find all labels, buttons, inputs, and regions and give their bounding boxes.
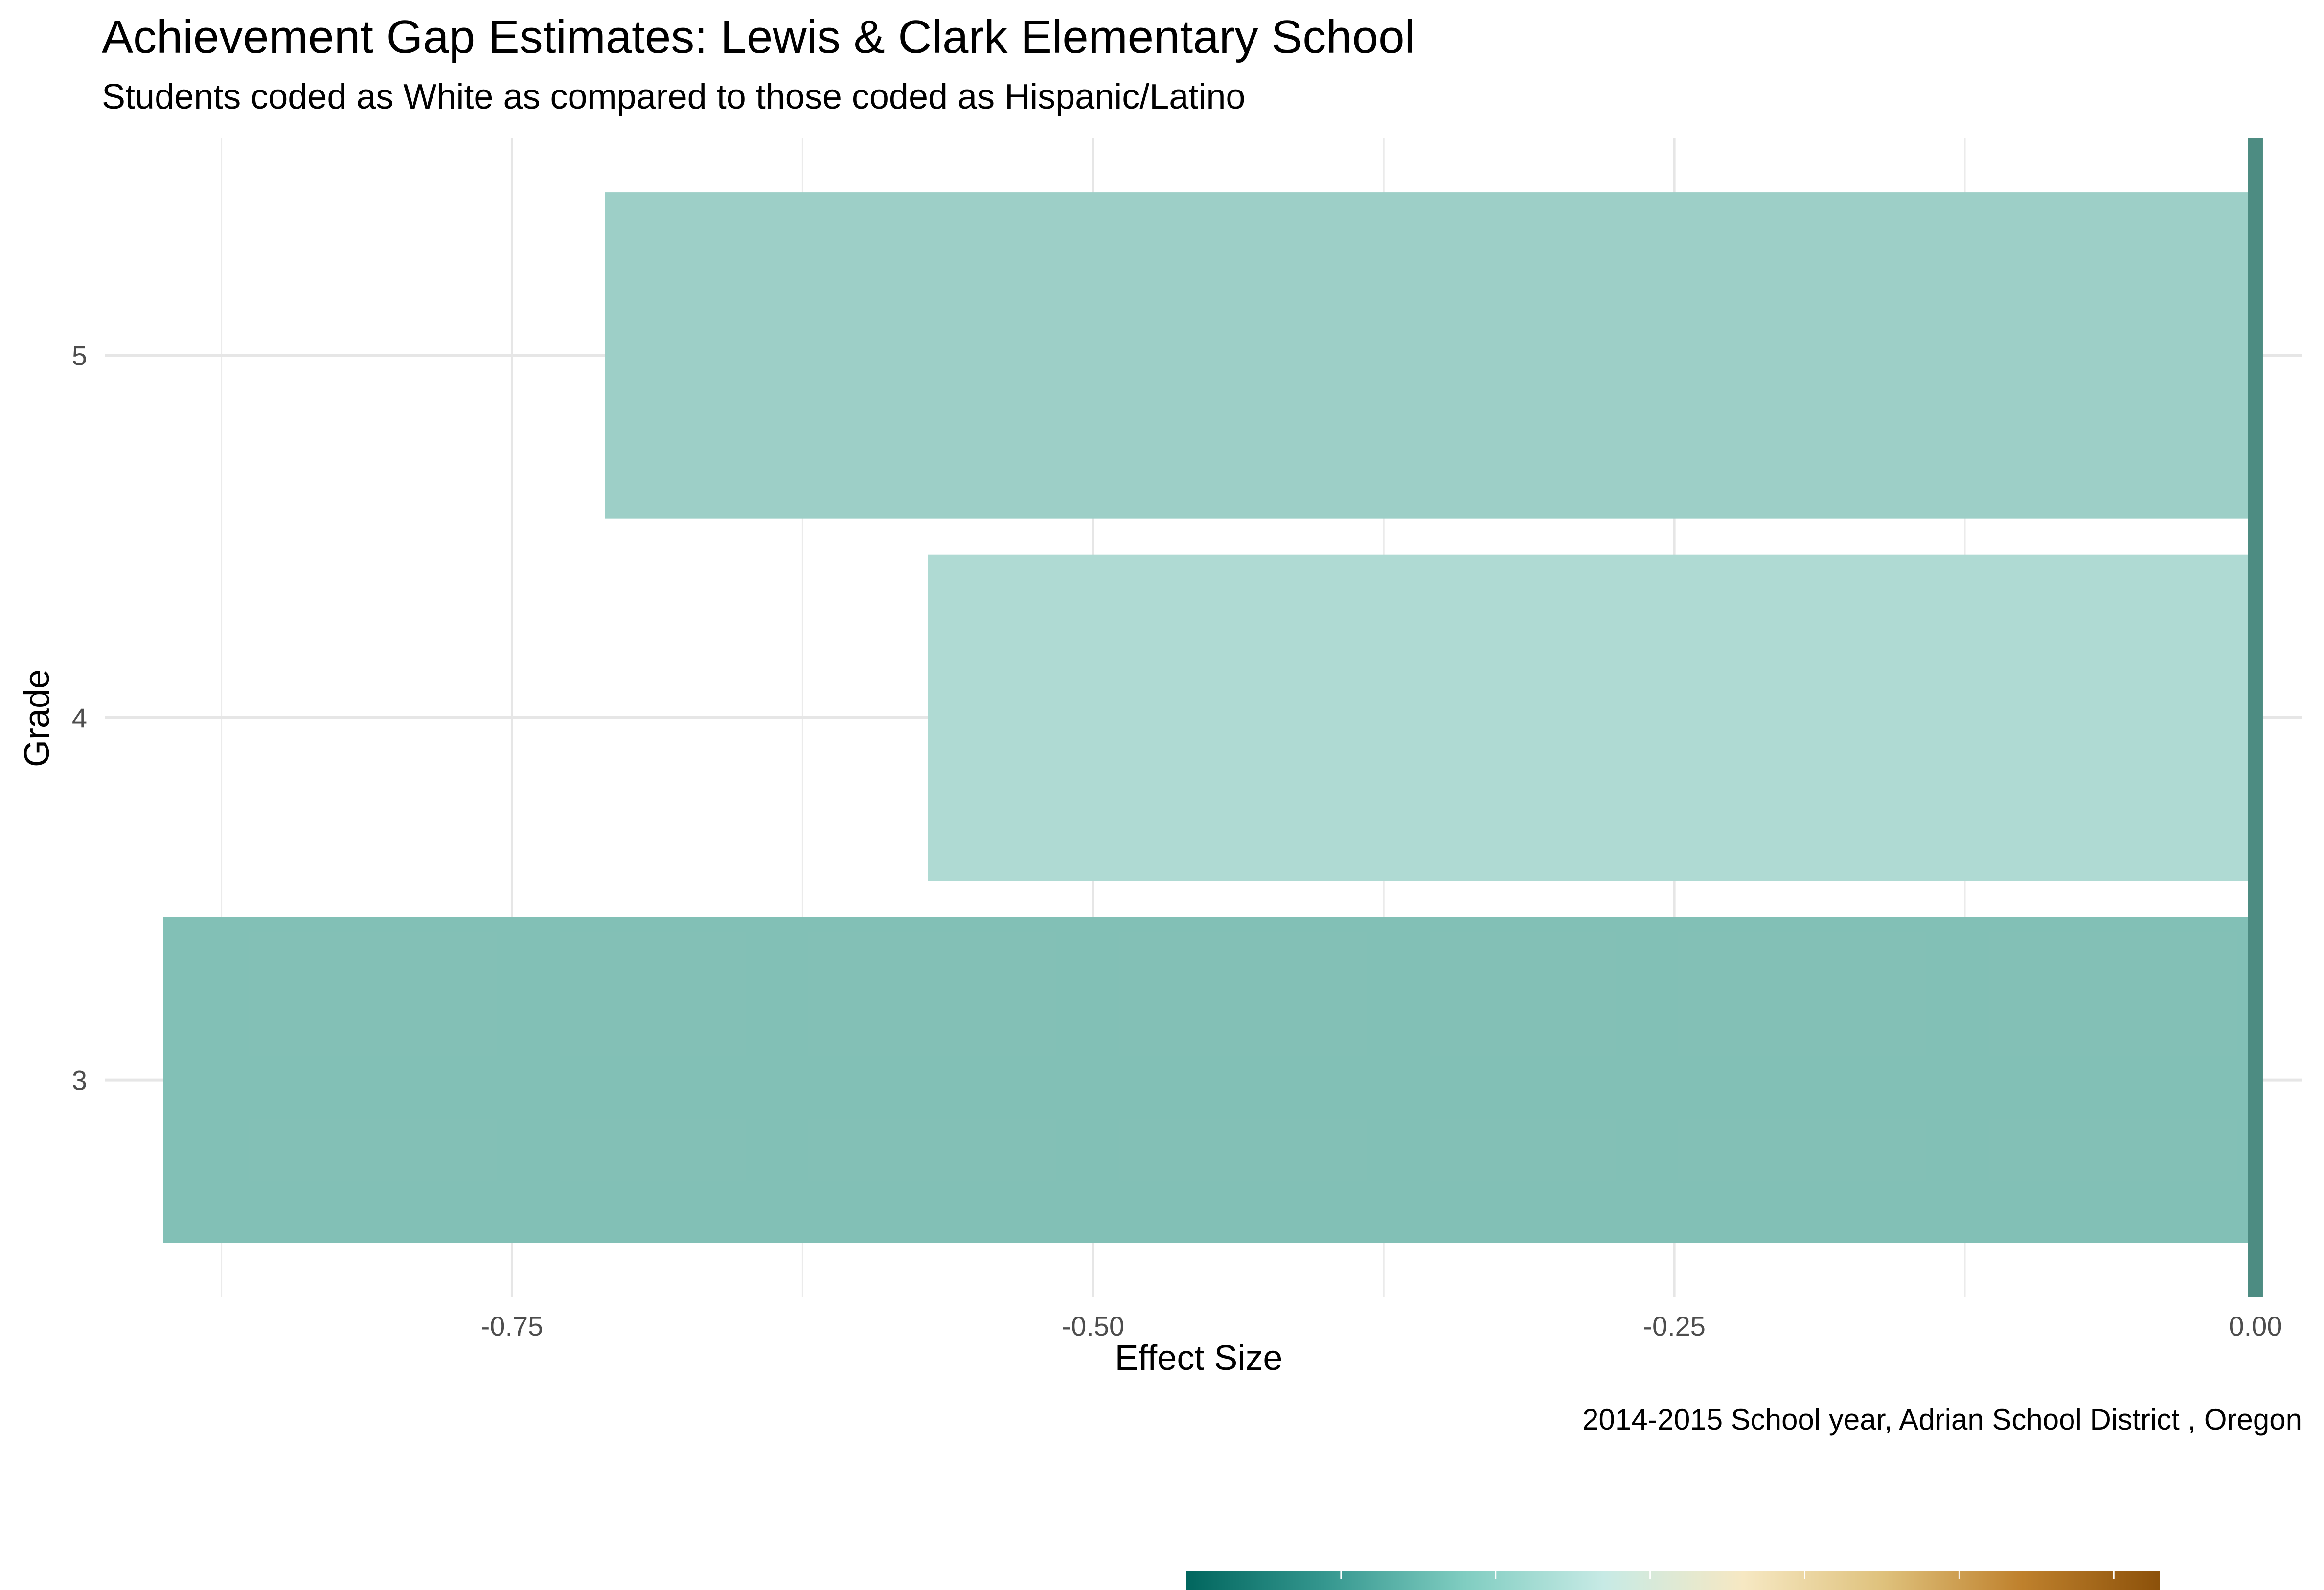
- bars: [163, 192, 2256, 1243]
- y-tick-label: 5: [72, 340, 87, 371]
- chart-subtitle: Students coded as White as compared to t…: [102, 77, 1245, 116]
- colorbar-ticks: [1340, 1571, 2115, 1579]
- x-tick-label: 0.00: [2229, 1311, 2282, 1341]
- color-scale-legend: [1186, 1571, 2160, 1590]
- reference-line-group: [2248, 138, 2263, 1297]
- bar-grade-4: [928, 554, 2256, 881]
- x-tick-label: -0.50: [1062, 1311, 1124, 1341]
- tick-labels: -0.75 -0.50 -0.25 0.00 3 4 5: [72, 340, 2282, 1341]
- y-tick-label: 4: [72, 703, 87, 733]
- x-axis-title: Effect Size: [1115, 1339, 1283, 1378]
- chart-title: Achievement Gap Estimates: Lewis & Clark…: [102, 11, 1415, 63]
- colorbar-gradient: [1186, 1571, 2160, 1590]
- x-tick-label: -0.25: [1643, 1311, 1706, 1341]
- bar-grade-3: [163, 917, 2256, 1243]
- x-tick-label: -0.75: [481, 1311, 544, 1341]
- y-axis-title: Grade: [18, 669, 57, 767]
- zero-reference-line: [2248, 138, 2263, 1297]
- chart-caption: 2014-2015 School year, Adrian School Dis…: [1582, 1403, 2302, 1436]
- y-tick-label: 3: [72, 1065, 87, 1096]
- bar-grade-5: [605, 192, 2256, 519]
